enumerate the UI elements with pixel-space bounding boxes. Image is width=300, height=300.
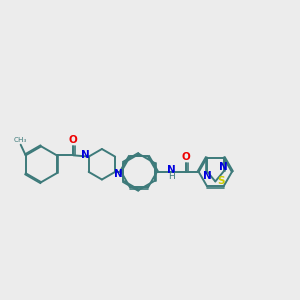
- Text: N: N: [202, 171, 211, 181]
- Text: S: S: [217, 176, 224, 186]
- Text: O: O: [69, 135, 78, 145]
- Text: N: N: [81, 150, 90, 160]
- Text: O: O: [182, 152, 190, 162]
- Text: H: H: [168, 172, 175, 181]
- Text: N: N: [167, 165, 176, 175]
- Text: N: N: [114, 169, 123, 179]
- Text: CH₃: CH₃: [14, 137, 27, 143]
- Text: N: N: [219, 162, 228, 172]
